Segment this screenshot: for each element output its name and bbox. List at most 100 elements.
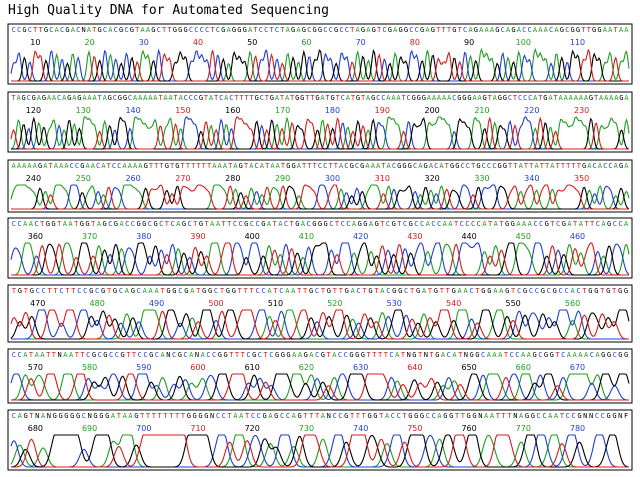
base-call: G xyxy=(457,94,461,102)
base-call: T xyxy=(339,287,344,295)
base-call: A xyxy=(286,26,291,34)
base-call: G xyxy=(576,26,580,34)
base-call: T xyxy=(594,94,599,102)
base-call: G xyxy=(46,220,50,228)
base-call: T xyxy=(313,162,318,170)
position-tick: 230 xyxy=(574,106,589,115)
base-call: T xyxy=(325,94,330,102)
base-call: G xyxy=(175,162,179,170)
base-call: T xyxy=(455,412,460,420)
base-call: A xyxy=(163,94,168,102)
base-call: C xyxy=(70,162,74,170)
base-call: T xyxy=(545,162,550,170)
base-call: G xyxy=(470,351,474,359)
position-tick: 550 xyxy=(505,299,520,308)
base-call: G xyxy=(58,412,62,420)
base-call: C xyxy=(332,412,336,420)
base-call: A xyxy=(437,94,442,102)
base-call: G xyxy=(373,412,377,420)
position-tick: 700 xyxy=(136,424,151,433)
base-call: A xyxy=(517,26,522,34)
base-call: A xyxy=(267,220,272,228)
base-call: C xyxy=(212,351,216,359)
base-call: T xyxy=(309,412,314,420)
base-call: A xyxy=(425,26,430,34)
base-call: C xyxy=(528,94,532,102)
base-call: T xyxy=(181,162,186,170)
base-call: C xyxy=(12,412,16,420)
base-call: T xyxy=(98,94,103,102)
base-call: C xyxy=(382,26,386,34)
base-call: T xyxy=(52,351,57,359)
base-call: G xyxy=(412,351,416,359)
position-tick: 50 xyxy=(247,38,257,47)
base-call: A xyxy=(91,162,96,170)
base-call: A xyxy=(27,162,32,170)
base-call: C xyxy=(566,412,570,420)
base-call: C xyxy=(12,351,16,359)
base-call: T xyxy=(584,220,589,228)
base-call: A xyxy=(579,94,584,102)
base-call: C xyxy=(613,351,617,359)
panel-frame xyxy=(7,91,633,153)
base-call: T xyxy=(48,287,53,295)
base-call: A xyxy=(239,412,244,420)
base-call: A xyxy=(624,94,629,102)
base-call: G xyxy=(392,220,396,228)
position-tick: 190 xyxy=(375,106,390,115)
base-call: G xyxy=(118,94,122,102)
base-call: G xyxy=(424,162,428,170)
base-call: T xyxy=(245,412,250,420)
base-call: A xyxy=(458,287,463,295)
position-tick: 140 xyxy=(125,106,140,115)
base-call: C xyxy=(535,287,539,295)
base-call: C xyxy=(565,26,569,34)
base-call: T xyxy=(135,26,140,34)
base-call: A xyxy=(275,94,280,102)
base-call: A xyxy=(608,26,613,34)
position-tick: 620 xyxy=(299,363,314,372)
base-call: C xyxy=(60,26,64,34)
base-call: C xyxy=(284,220,288,228)
base-call: T xyxy=(235,351,240,359)
base-call: T xyxy=(270,26,275,34)
base-call: T xyxy=(328,162,333,170)
base-call: C xyxy=(392,162,396,170)
base-call: C xyxy=(538,351,542,359)
base-call: T xyxy=(511,287,516,295)
position-tick: 300 xyxy=(325,174,340,183)
position-tick: 240 xyxy=(26,174,41,183)
base-call: A xyxy=(527,351,532,359)
base-call: T xyxy=(174,94,179,102)
base-call: A xyxy=(533,26,538,34)
base-call: A xyxy=(492,351,497,359)
position-tick: 270 xyxy=(175,174,190,183)
base-call: G xyxy=(594,287,598,295)
base-call: C xyxy=(522,26,526,34)
base-call: T xyxy=(445,162,450,170)
base-call: G xyxy=(113,287,117,295)
base-call: T xyxy=(132,351,137,359)
base-call: A xyxy=(22,162,27,170)
base-call: C xyxy=(539,220,543,228)
position-tick: 690 xyxy=(82,424,97,433)
base-call: G xyxy=(312,220,316,228)
base-call: G xyxy=(321,351,325,359)
position-tick: 100 xyxy=(516,38,531,47)
base-call: C xyxy=(376,94,380,102)
position-tick: 90 xyxy=(464,38,474,47)
base-call: T xyxy=(550,220,555,228)
base-call: A xyxy=(624,26,629,34)
base-call: A xyxy=(550,162,555,170)
base-call: A xyxy=(619,26,624,34)
base-call: A xyxy=(292,351,297,359)
base-call: A xyxy=(101,162,106,170)
base-call: C xyxy=(415,26,419,34)
base-call: C xyxy=(593,162,597,170)
trace-T xyxy=(11,242,629,276)
base-call: C xyxy=(389,351,393,359)
base-call: F xyxy=(624,412,628,420)
base-call: T xyxy=(228,412,233,420)
base-call: C xyxy=(307,26,311,34)
base-call: G xyxy=(226,287,230,295)
